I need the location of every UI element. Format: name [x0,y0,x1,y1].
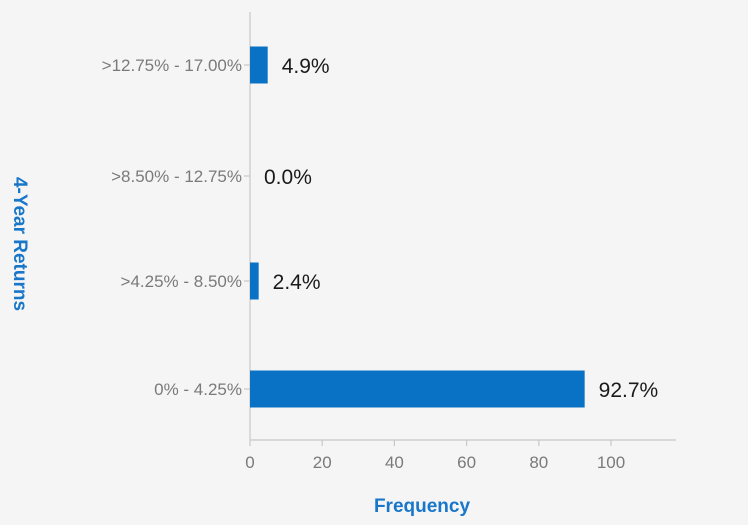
category-label: >4.25% - 8.50% [121,272,242,291]
x-axis-ticks: 0 20 40 60 80 100 [245,440,625,472]
bar [250,46,268,84]
x-tick-label: 20 [313,453,332,472]
y-axis-title: 4-Year Returns [9,177,30,311]
x-axis-title: Frequency [374,496,471,517]
x-tick-label: 0 [245,453,254,472]
bar-value-label: 0.0% [264,166,312,189]
bars [250,46,585,408]
x-tick-label: 40 [385,453,404,472]
category-label: >12.75% - 17.00% [102,56,242,75]
bar-value-label: 92.7% [599,379,659,402]
data-labels: 4.9% 0.0% 2.4% 92.7% [264,55,658,402]
x-tick-label: 60 [457,453,476,472]
y-axis-ticks: >12.75% - 17.00% >8.50% - 12.75% >4.25% - … [102,56,250,399]
bar-value-label: 4.9% [282,55,330,78]
bar-value-label: 2.4% [273,271,321,294]
x-tick-label: 80 [529,453,548,472]
x-tick-label: 100 [597,453,625,472]
category-label: >8.50% - 12.75% [111,167,242,186]
bar [250,262,259,300]
bar [250,370,585,408]
category-label: 0% - 4.25% [154,380,242,399]
